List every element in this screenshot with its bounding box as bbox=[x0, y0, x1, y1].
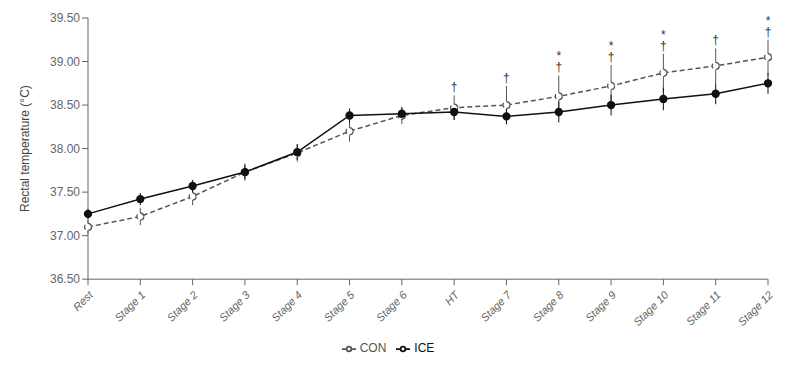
html-text:CON: CON bbox=[359, 341, 387, 356]
svg-text:Stage 10: Stage 10 bbox=[631, 288, 671, 328]
svg-text:†: † bbox=[712, 33, 719, 47]
svg-text:37.50: 37.50 bbox=[50, 185, 80, 199]
svg-text:†: † bbox=[503, 71, 510, 85]
svg-text:36.50: 36.50 bbox=[50, 272, 80, 286]
svg-text:HT: HT bbox=[442, 288, 462, 308]
svg-text:†: † bbox=[451, 80, 458, 94]
svg-text:*: * bbox=[556, 49, 561, 63]
svg-text:39.00: 39.00 bbox=[50, 55, 80, 69]
svg-text:Stage 11: Stage 11 bbox=[684, 289, 723, 328]
svg-text:Stage 7: Stage 7 bbox=[478, 288, 514, 324]
svg-text:38.00: 38.00 bbox=[50, 142, 80, 156]
svg-text:Stage 2: Stage 2 bbox=[164, 289, 199, 324]
svg-text:37.00: 37.00 bbox=[50, 229, 80, 243]
svg-text:Stage 3: Stage 3 bbox=[217, 288, 253, 324]
html-text:ICE: ICE bbox=[414, 341, 435, 356]
svg-text:Stage 1: Stage 1 bbox=[112, 289, 147, 324]
svg-text:Rest: Rest bbox=[71, 288, 96, 313]
svg-text:Stage 12: Stage 12 bbox=[735, 289, 775, 329]
svg-text:*: * bbox=[661, 28, 666, 42]
svg-text:Rectal temperature (°C): Rectal temperature (°C) bbox=[18, 85, 32, 212]
svg-text:Stage 5: Stage 5 bbox=[321, 288, 357, 324]
svg-text:38.50: 38.50 bbox=[50, 98, 80, 112]
svg-text:Stage 6: Stage 6 bbox=[374, 288, 410, 324]
svg-text:Stage 9: Stage 9 bbox=[583, 289, 618, 324]
svg-text:*: * bbox=[766, 14, 771, 28]
svg-text:39.50: 39.50 bbox=[50, 11, 80, 25]
svg-text:Stage 8: Stage 8 bbox=[531, 288, 567, 324]
svg-text:Stage 4: Stage 4 bbox=[269, 289, 304, 324]
svg-text:*: * bbox=[609, 39, 614, 53]
